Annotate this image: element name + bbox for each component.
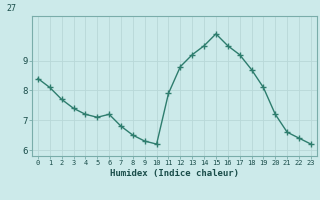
X-axis label: Humidex (Indice chaleur): Humidex (Indice chaleur) bbox=[110, 169, 239, 178]
Text: 27: 27 bbox=[6, 4, 16, 13]
